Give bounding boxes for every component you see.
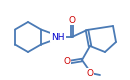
Text: NH: NH — [51, 32, 65, 42]
Text: O: O — [86, 68, 93, 78]
Text: O: O — [63, 58, 70, 66]
Text: O: O — [69, 16, 76, 24]
